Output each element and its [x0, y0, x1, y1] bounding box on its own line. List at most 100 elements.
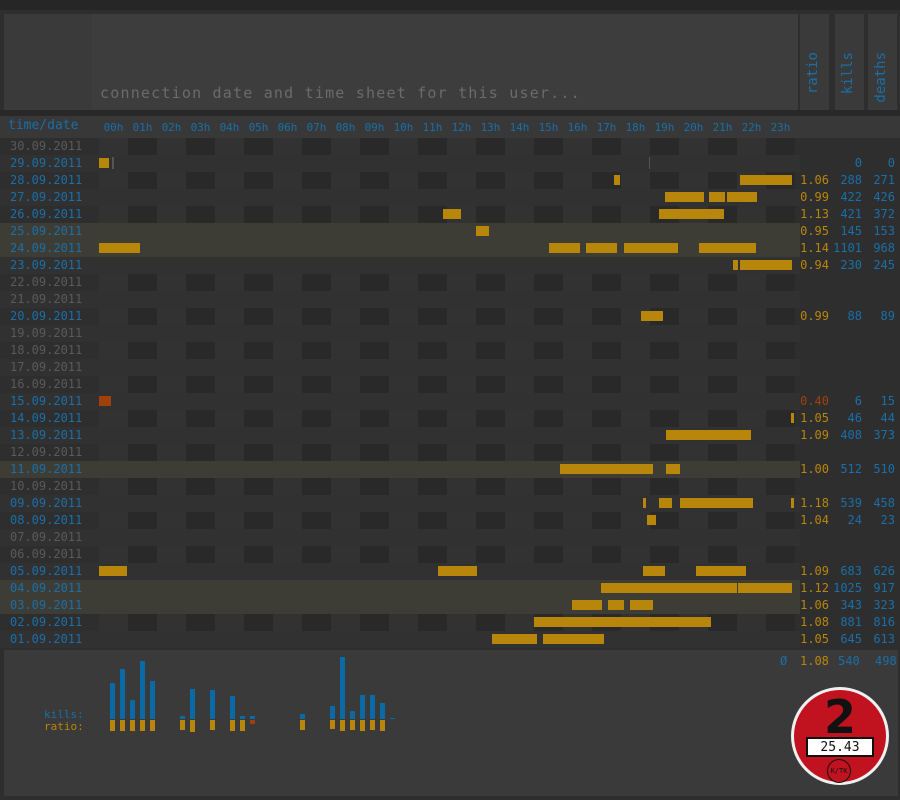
hour-label-03h: 03h [190, 121, 211, 134]
row-ratio [800, 478, 829, 495]
session-bar [99, 566, 127, 576]
table-row[interactable]: 25.09.2011 0.95 145 153 [0, 223, 895, 240]
table-row[interactable]: 01.09.2011 1.05 645 613 [0, 631, 895, 648]
row-date: 20.09.2011 [10, 309, 83, 323]
row-deaths: 323 [873, 598, 895, 612]
row-date: 26.09.2011 [10, 207, 83, 221]
table-row[interactable]: 05.09.2011 1.09 683 626 [0, 563, 895, 580]
table-row[interactable]: 21.09.2011 [0, 291, 800, 308]
session-bar [696, 566, 746, 576]
avg-symbol: Ø [780, 654, 788, 668]
row-date: 05.09.2011 [10, 564, 83, 578]
table-row[interactable]: 11.09.2011 1.00 512 510 [0, 461, 895, 478]
row-kills [833, 291, 862, 308]
row-ratio: 0.95 [800, 224, 829, 238]
table-row[interactable]: 17.09.2011 [0, 359, 800, 376]
row-kills: 46 [847, 411, 862, 425]
row-date: 17.09.2011 [10, 360, 83, 374]
table-row[interactable]: 07.09.2011 [0, 529, 800, 546]
session-bar [600, 583, 737, 593]
row-deaths: 426 [873, 190, 895, 204]
row-ratio [800, 274, 829, 291]
session-bar [99, 243, 140, 253]
table-row[interactable]: 29.09.2011 0 0 [0, 155, 895, 172]
table-row[interactable]: 28.09.2011 1.06 288 271 [0, 172, 895, 189]
table-row[interactable]: 10.09.2011 [0, 478, 800, 495]
row-deaths: 968 [873, 241, 895, 255]
kills-column [370, 695, 375, 719]
table-row[interactable]: 03.09.2011 1.06 343 323 [0, 597, 895, 614]
row-date: 13.09.2011 [10, 428, 83, 442]
session-bar [790, 413, 794, 423]
row-kills: 6 [854, 394, 862, 408]
row-kills [833, 376, 862, 393]
session-bar [99, 158, 110, 168]
row-deaths [866, 291, 895, 308]
row-kills [833, 325, 862, 342]
table-row[interactable]: 27.09.2011 0.99 422 426 [0, 189, 895, 206]
row-kills [833, 138, 862, 155]
table-row[interactable]: 20.09.2011 0.99 88 89 [0, 308, 895, 325]
row-ratio: 1.14 [800, 241, 829, 255]
ratio-column [180, 720, 185, 731]
hour-label-13h: 13h [480, 121, 501, 134]
row-kills: 539 [840, 496, 862, 510]
row-deaths: 271 [873, 173, 895, 187]
table-row[interactable]: 16.09.2011 [0, 376, 800, 393]
row-deaths: 372 [873, 207, 895, 221]
table-row[interactable]: 04.09.2011 1.12 1025 917 [0, 580, 895, 597]
kills-column [380, 702, 385, 719]
row-deaths: 23 [880, 513, 895, 527]
table-row[interactable]: 24.09.2011 1.14 1101 968 [0, 240, 895, 257]
row-date: 22.09.2011 [10, 275, 83, 289]
rank-number: 2 [823, 690, 856, 744]
kills-column [150, 680, 155, 719]
hour-label-08h: 08h [335, 121, 356, 134]
kills-column [300, 714, 305, 719]
table-row[interactable]: 13.09.2011 1.09 408 373 [0, 427, 895, 444]
row-ratio [800, 342, 829, 359]
table-row[interactable]: 06.09.2011 [0, 546, 800, 563]
row-kills: 0 [854, 156, 862, 170]
table-row[interactable]: 09.09.2011 1.18 539 458 [0, 495, 895, 512]
row-kills: 422 [840, 190, 862, 204]
session-bar [642, 566, 665, 576]
row-date: 09.09.2011 [10, 496, 83, 510]
kills-column [180, 716, 185, 719]
ratio-column [190, 720, 195, 732]
table-row[interactable]: 23.09.2011 0.94 230 245 [0, 257, 895, 274]
table-row[interactable]: 02.09.2011 1.08 881 816 [0, 614, 895, 631]
row-deaths: 613 [873, 632, 895, 646]
table-row[interactable]: 30.09.2011 [0, 138, 800, 155]
table-row[interactable]: 26.09.2011 1.13 421 372 [0, 206, 895, 223]
ratio-column [130, 720, 135, 731]
table-row[interactable]: 18.09.2011 [0, 342, 800, 359]
row-deaths: 0 [887, 156, 895, 170]
row-date: 30.09.2011 [10, 139, 83, 153]
row-deaths: 373 [873, 428, 895, 442]
row-date: 14.09.2011 [10, 411, 83, 425]
table-row[interactable]: 19.09.2011 [0, 325, 800, 342]
hour-label-06h: 06h [277, 121, 298, 134]
table-row[interactable]: 15.09.2011 0.40 6 15 [0, 393, 895, 410]
row-kills [833, 342, 862, 359]
row-deaths [866, 325, 895, 342]
table-row[interactable]: 22.09.2011 [0, 274, 800, 291]
session-bar [658, 209, 724, 219]
row-date: 06.09.2011 [10, 547, 83, 561]
row-date: 03.09.2011 [10, 598, 83, 612]
table-row[interactable]: 08.09.2011 1.04 24 23 [0, 512, 895, 529]
header-kills-label: kills [840, 52, 856, 95]
session-bar [658, 498, 672, 508]
row-date: 19.09.2011 [10, 326, 83, 340]
ratio-column [110, 720, 115, 731]
kills-column [120, 669, 125, 719]
ratio-column [340, 720, 345, 732]
session-bar [607, 600, 624, 610]
avg-ratio: 1.08 [800, 654, 829, 668]
row-ratio: 0.40 [800, 394, 829, 408]
session-bar [542, 634, 604, 644]
ratio-column [380, 720, 385, 731]
table-row[interactable]: 12.09.2011 [0, 444, 800, 461]
table-row[interactable]: 14.09.2011 1.05 46 44 [0, 410, 895, 427]
